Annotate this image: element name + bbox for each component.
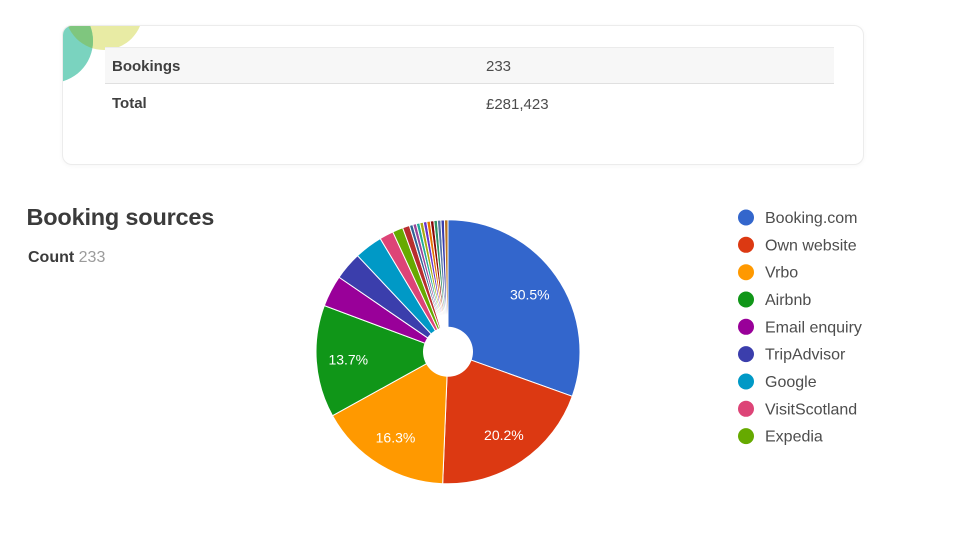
svg-text:Vrbo: Vrbo: [765, 265, 798, 282]
svg-text:30.5%: 30.5%: [510, 287, 550, 303]
svg-text:16.3%: 16.3%: [376, 429, 416, 445]
svg-text:Email enquiry: Email enquiry: [765, 319, 862, 336]
svg-text:Own website: Own website: [765, 237, 857, 254]
svg-text:20.2%: 20.2%: [484, 427, 524, 443]
svg-text:Airbnb: Airbnb: [765, 292, 811, 309]
svg-text:13.7%: 13.7%: [328, 352, 368, 368]
svg-text:Booking.com: Booking.com: [765, 210, 858, 227]
svg-text:TripAdvisor: TripAdvisor: [765, 347, 846, 364]
svg-text:Expedia: Expedia: [765, 429, 823, 446]
svg-text:Google: Google: [765, 374, 817, 391]
svg-text:VisitScotland: VisitScotland: [765, 401, 857, 418]
